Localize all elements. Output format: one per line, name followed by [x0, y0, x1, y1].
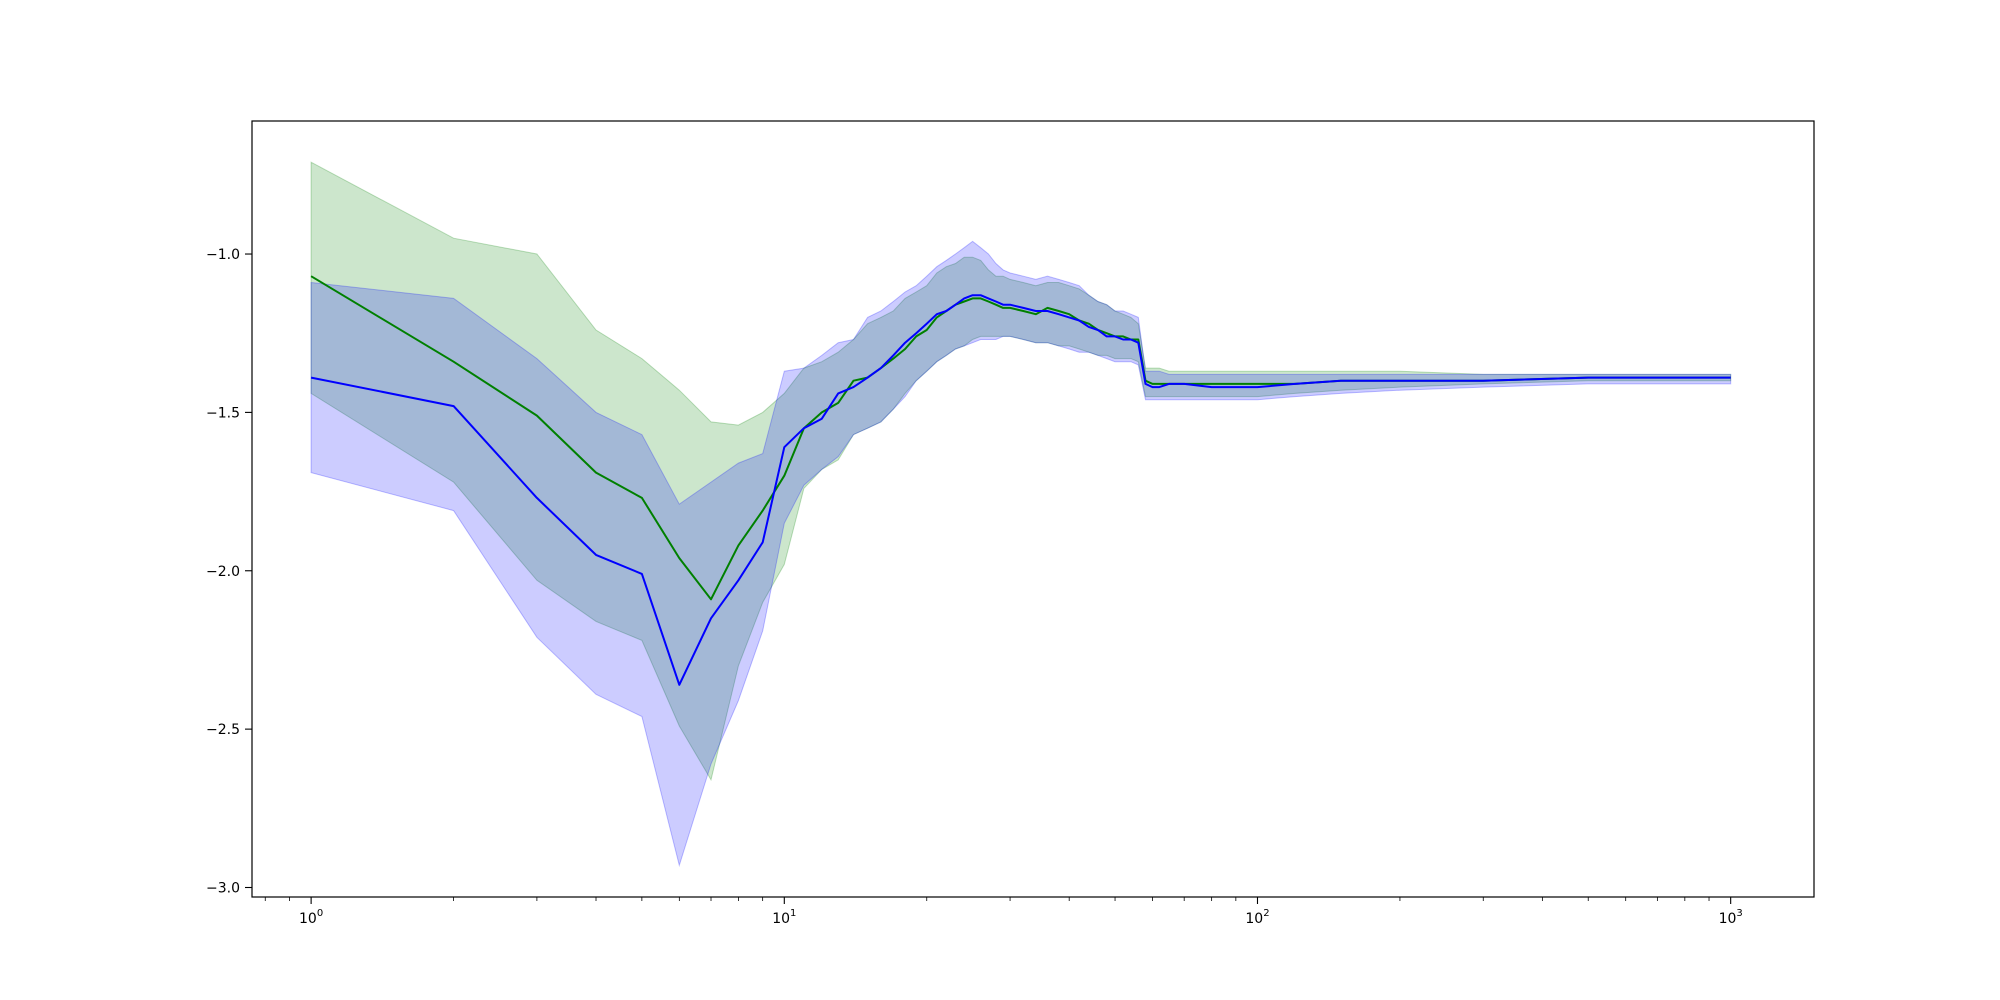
confidence-bands [310, 161, 1732, 868]
series-2-band [310, 240, 1732, 868]
y-tick-label: −1.5 [206, 405, 240, 421]
x-axis: 100 101 102 103 [264, 897, 1743, 927]
series-1-band [310, 161, 1732, 782]
y-tick-label: −2.0 [206, 564, 240, 580]
x-tick-label: 100 [299, 908, 323, 927]
x-tick-label: 102 [1245, 908, 1269, 927]
y-tick-label: −2.5 [206, 722, 240, 738]
y-tick-label: −1.0 [206, 247, 240, 263]
y-axis: −1.0 −1.5 −2.0 −2.5 −3.0 [206, 247, 252, 896]
series-1-line [310, 275, 1731, 601]
y-tick-label: −3.0 [206, 880, 240, 896]
plot-frame [251, 120, 1815, 898]
series-lines [310, 275, 1731, 686]
x-tick-label: 101 [772, 908, 796, 927]
series-2-line [310, 294, 1731, 686]
x-tick-label: 103 [1719, 908, 1743, 927]
